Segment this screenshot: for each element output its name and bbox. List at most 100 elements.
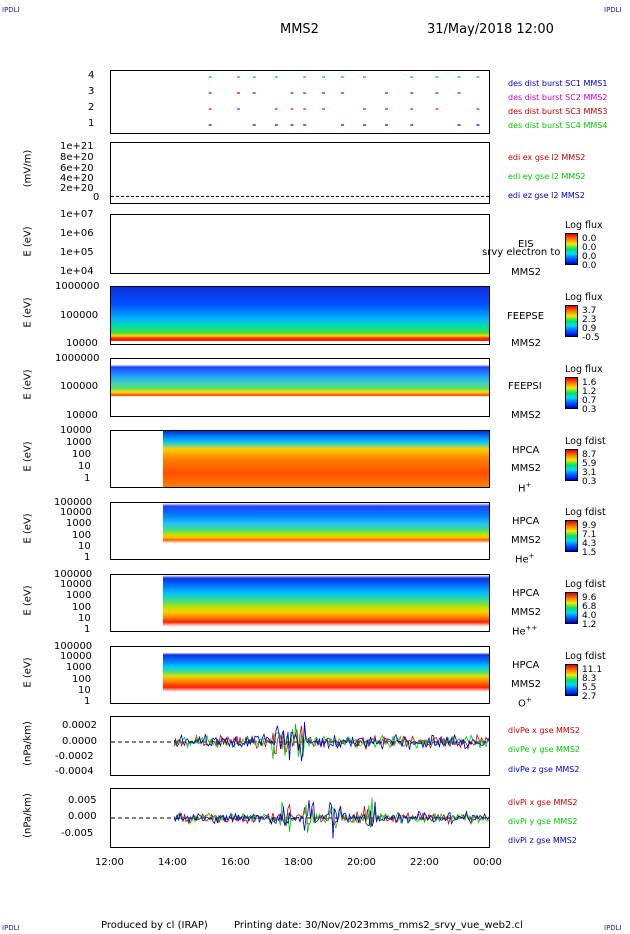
feepsi-ylabel: E (eV) bbox=[22, 369, 34, 400]
feepse-colorbar bbox=[565, 305, 578, 337]
divpi-legend-z: divPi z gse MMS2 bbox=[508, 836, 577, 845]
hpca-he-colorbar-value: 1.5 bbox=[582, 548, 597, 558]
hpca-he-ytick: 10000 bbox=[60, 507, 92, 518]
footer-script-name: mms_mms2_srvy_vue_web2.cl bbox=[369, 920, 523, 931]
burst-plot bbox=[208, 76, 480, 126]
hpca-he-spectrogram bbox=[163, 503, 489, 559]
series-line bbox=[173, 723, 489, 760]
burst-legend-sc1: des dist burst SC1 MMS1 bbox=[508, 79, 608, 88]
x-tick-label: 18:00 bbox=[284, 857, 313, 868]
feepse-instrument: FEEPSE bbox=[507, 311, 545, 322]
hpca-hepp-ytick: 10000 bbox=[60, 579, 92, 590]
eis-colorbar bbox=[565, 233, 578, 265]
burst-legend-sc2: des dist burst SC2 MMS2 bbox=[508, 93, 608, 102]
hpca-o-ylabel: E (eV) bbox=[22, 657, 34, 688]
hpca-hepp-ytick: 100000 bbox=[54, 569, 93, 580]
edi-ytick: 1e+21 bbox=[60, 141, 94, 152]
edi-ytick: 8e+20 bbox=[60, 152, 94, 163]
eis-ylabel: E (eV) bbox=[22, 226, 34, 257]
feepse-colorbar-value: 2.3 bbox=[582, 315, 597, 325]
edi-ytick: 2e+20 bbox=[60, 183, 94, 194]
hpca-h-ytick: 1 bbox=[84, 473, 91, 484]
hpca-o-colorbar-value: 11.1 bbox=[582, 665, 603, 675]
eis-colorbar-title: Log flux bbox=[565, 220, 603, 231]
hpca-o-species-name: O bbox=[518, 698, 526, 710]
hpca-h-colorbar-title: Log fdist bbox=[565, 436, 606, 447]
divpe-legend-x: divPe x gse MMS2 bbox=[508, 726, 580, 735]
hpca-o-colorbar-title: Log fdist bbox=[565, 651, 606, 662]
eis-instrument: EIS bbox=[518, 239, 534, 250]
hpca-hepp-ytick: 1000 bbox=[66, 590, 92, 601]
eis-ytick: 1e+04 bbox=[60, 266, 94, 277]
feepse-colorbar-value: 3.7 bbox=[582, 306, 597, 316]
x-tick-label: 20:00 bbox=[347, 857, 376, 868]
hpca-o-ytick: 1000 bbox=[66, 662, 92, 673]
hpca-he-colorbar-value: 4.3 bbox=[582, 539, 597, 549]
edi-zero-line bbox=[111, 196, 489, 197]
edi-ytick: 0 bbox=[93, 192, 100, 203]
edi-ytick: 6e+20 bbox=[60, 163, 94, 174]
corner-label-bottom-left: IPDLI bbox=[2, 924, 20, 932]
hpca-o-colorbar-value: 5.5 bbox=[582, 683, 597, 693]
hpca-he-ytick: 10 bbox=[78, 541, 91, 552]
hpca-hepp-species: He++ bbox=[512, 624, 537, 637]
divpi-ytick: 0.005 bbox=[68, 795, 97, 806]
hpca-h-ylabel: E (eV) bbox=[22, 441, 34, 472]
hpca-h-ytick: 1000 bbox=[66, 437, 92, 448]
hpca-h-spacecraft: MMS2 bbox=[511, 463, 541, 474]
hpca-hepp-species-name: He bbox=[512, 626, 526, 638]
eis-instrument-extra: srvy electron to bbox=[482, 247, 561, 258]
hpca-h-colorbar bbox=[565, 449, 578, 481]
hpca-o-panel bbox=[110, 646, 490, 704]
hpca-h-colorbar-value: 5.9 bbox=[582, 459, 597, 469]
hpca-he-ytick: 1000 bbox=[66, 518, 92, 529]
feepsi-colorbar-value: 0.3 bbox=[582, 405, 597, 415]
plot-title-date: 31/May/2018 12:00 bbox=[427, 22, 554, 37]
feepse-spectrogram bbox=[111, 287, 489, 344]
x-tick-label: 16:00 bbox=[221, 857, 250, 868]
feepsi-colorbar-value: 1.2 bbox=[582, 387, 597, 397]
divpe-legend-y: divPe y gse MMS2 bbox=[508, 745, 580, 754]
x-tick-label: 00:00 bbox=[473, 857, 502, 868]
hpca-h-colorbar-value: 8.7 bbox=[582, 450, 597, 460]
feepsi-panel bbox=[110, 358, 490, 417]
feepsi-colorbar-title: Log flux bbox=[565, 364, 603, 375]
feepse-spacecraft: MMS2 bbox=[511, 338, 541, 349]
hpca-h-instrument: HPCA bbox=[512, 445, 540, 456]
hpca-h-colorbar-value: 0.3 bbox=[582, 477, 597, 487]
feepse-ytick: 1000000 bbox=[55, 281, 100, 292]
hpca-o-colorbar-value: 2.7 bbox=[582, 692, 597, 702]
hpca-hepp-colorbar-value: 6.8 bbox=[582, 602, 597, 612]
divpe-plot bbox=[111, 721, 489, 762]
divpi-ylabel: (nPa/km) bbox=[22, 793, 34, 838]
hpca-o-spacecraft: MMS2 bbox=[511, 679, 541, 690]
divpi-ytick: 0.000 bbox=[68, 811, 97, 822]
hpca-o-instrument: HPCA bbox=[512, 660, 540, 671]
hpca-he-ytick: 100 bbox=[72, 530, 92, 541]
edi-ytick: 4e+20 bbox=[60, 173, 94, 184]
hpca-o-colorbar-value: 8.3 bbox=[582, 674, 597, 684]
burst-legend-sc4: des dist burst SC4 MMS4 bbox=[508, 121, 608, 130]
divpi-legend-y: divPi y gse MMS2 bbox=[508, 817, 578, 826]
hpca-h-ytick: 10 bbox=[78, 461, 91, 472]
feepsi-ytick: 10000 bbox=[66, 410, 98, 421]
burst-ytick: 2 bbox=[88, 102, 95, 113]
x-tick-label: 14:00 bbox=[158, 857, 187, 868]
plot-title-spacecraft: MMS2 bbox=[280, 22, 319, 37]
divpi-legend-x: divPi x gse MMS2 bbox=[508, 798, 578, 807]
eis-colorbar-value: 0.0 bbox=[582, 234, 597, 244]
hpca-h-ytick: 100 bbox=[72, 449, 92, 460]
feepsi-colorbar-value: 1.6 bbox=[582, 378, 597, 388]
hpca-hepp-spectrogram bbox=[163, 575, 489, 631]
feepsi-colorbar-value: 0.7 bbox=[582, 396, 597, 406]
hpca-hepp-colorbar-value: 4.0 bbox=[582, 611, 597, 621]
divpe-ytick: 0.0000 bbox=[62, 736, 97, 747]
edi-legend-ey: edi ey gse l2 MMS2 bbox=[508, 172, 586, 181]
hpca-hepp-colorbar-value: 1.2 bbox=[582, 620, 597, 630]
hpca-he-colorbar-value: 9.9 bbox=[582, 521, 597, 531]
hpca-hepp-spacecraft: MMS2 bbox=[511, 607, 541, 618]
edi-panel bbox=[110, 142, 490, 204]
eis-colorbar-value: 0.0 bbox=[582, 243, 597, 253]
divpi-panel bbox=[110, 788, 490, 848]
burst-panel bbox=[110, 70, 490, 134]
